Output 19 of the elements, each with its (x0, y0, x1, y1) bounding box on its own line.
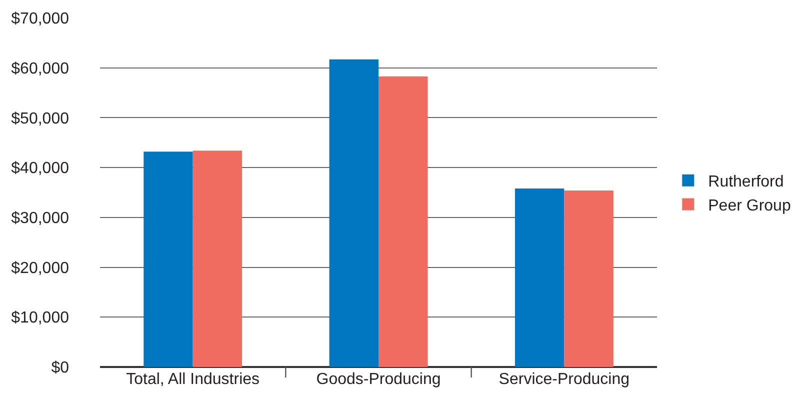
bar (514, 188, 564, 367)
y-tick-label: $70,000 (11, 10, 70, 28)
y-tick-label: $20,000 (11, 260, 70, 277)
legend-label: Rutherford (708, 174, 784, 191)
bar (329, 59, 378, 367)
y-tick-label: $10,000 (11, 310, 70, 327)
y-tick-label: $50,000 (11, 110, 70, 128)
x-tick-label: Service-Producing (498, 371, 630, 388)
x-tick-label: Total, All Industries (126, 371, 260, 388)
bar (192, 150, 242, 367)
y-tick-label: $40,000 (11, 160, 70, 178)
x-tick-label: Goods-Producing (316, 371, 441, 388)
y-tick-label: $60,000 (11, 60, 70, 78)
bar (564, 190, 614, 367)
legend-label: Peer Group (708, 197, 791, 214)
y-tick-label: $30,000 (11, 210, 70, 228)
bar (378, 76, 428, 367)
y-tick-label: $0 (51, 360, 70, 377)
bar (144, 152, 193, 367)
